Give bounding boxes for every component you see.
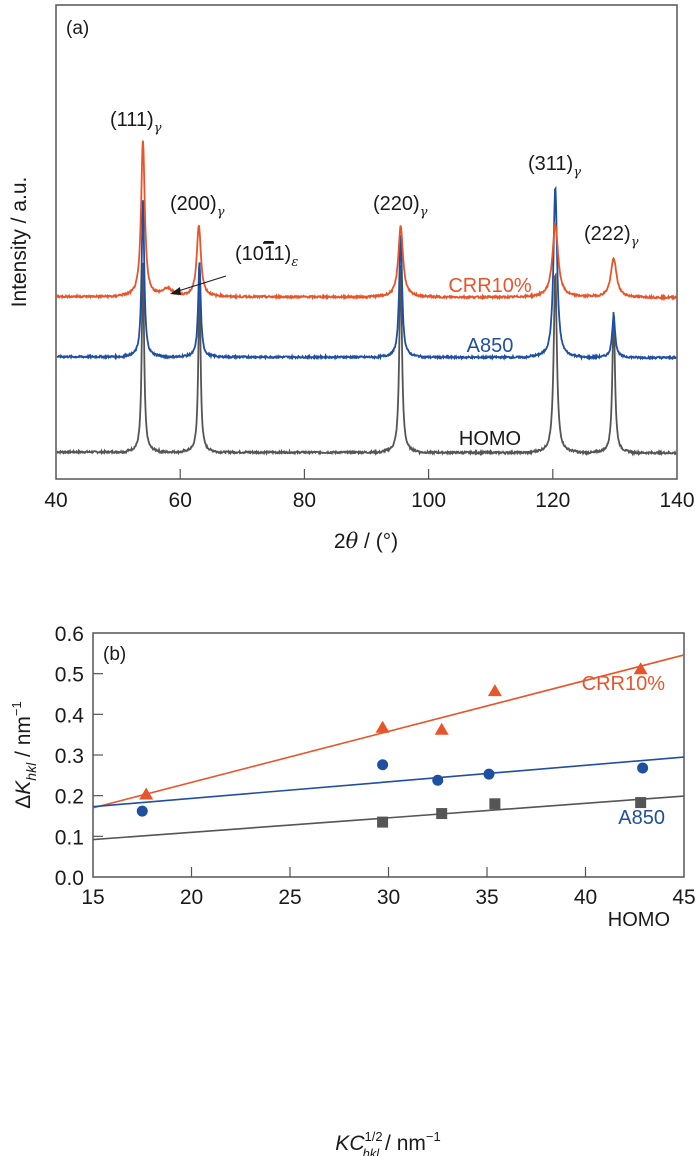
panel-a-annotations: (111)γ (200)γ (1011)ε (220)γ (311)γ (222)γ CRR… — [110, 109, 639, 450]
x-tick-label: 60 — [169, 489, 192, 512]
y-tick-label: 0.1 — [55, 826, 84, 849]
x-tick-label: 35 — [475, 886, 498, 909]
data-point-crr10pct — [434, 722, 449, 735]
x-tick-label: 140 — [659, 489, 694, 512]
data-point-homo — [377, 816, 389, 828]
data-point-a850 — [377, 759, 389, 771]
y-tick-label: 0.6 — [55, 623, 84, 646]
x-tick-label: 25 — [278, 886, 301, 909]
panel-a-label: (a) — [66, 18, 89, 39]
y-tick-label: 0.3 — [55, 745, 84, 768]
peak-annotation: (222)γ — [584, 223, 639, 250]
x-tick-label: 15 — [81, 886, 104, 909]
data-point-homo — [635, 797, 647, 809]
y-tick-label: 0.4 — [55, 704, 85, 727]
series-label-homo: HOMO — [459, 428, 521, 450]
annotation-arrowhead — [170, 287, 181, 295]
xrd-trace-homo — [56, 262, 677, 457]
x-tick-label: 120 — [535, 489, 570, 512]
panel-a-frame — [55, 4, 678, 480]
annotation-arrow-line — [174, 275, 227, 293]
x-tick-label: 30 — [377, 886, 400, 909]
data-point-crr10pct — [139, 787, 154, 800]
y-tick-label: 0.0 — [55, 867, 84, 890]
peak-annotation: (1011)ε — [235, 243, 298, 270]
panel-b-frame — [92, 632, 685, 878]
data-point-a850 — [136, 805, 148, 817]
x-tick-label: 40 — [574, 886, 597, 909]
data-point-homo — [489, 798, 501, 810]
panel-b-label: (b) — [103, 644, 126, 665]
data-point-crr10pct — [375, 720, 390, 733]
x-tick-label: 40 — [44, 489, 67, 512]
panel-a-y-axis-title: Intensity / a.u. — [8, 177, 31, 308]
peak-annotation: (200)γ — [170, 193, 225, 220]
series-label-crr10pct: CRR10% — [582, 673, 666, 695]
panel-b-series-labels: CRR10% A850 HOMO — [582, 673, 670, 931]
y-tick-label: 0.2 — [55, 786, 84, 809]
x-tick-label: 20 — [180, 886, 203, 909]
fit-line-a850 — [92, 756, 685, 808]
data-point-crr10pct — [487, 684, 502, 697]
fit-line-homo — [92, 795, 685, 841]
peak-annotation: (111)γ — [110, 109, 162, 136]
data-point-homo — [436, 808, 448, 820]
x-tick-label: 100 — [411, 489, 446, 512]
series-label-a850: A850 — [467, 335, 514, 357]
panel-b-williamson-hall: 15 20 25 30 35 40 45 0.0 0.1 0.2 0.3 0.4 0.5 0.6 CRR1… — [9, 623, 696, 1156]
panel-a-traces — [56, 140, 677, 457]
peak-annotation: (311)γ — [528, 153, 581, 180]
data-point-a850 — [483, 768, 495, 780]
panel-b-ticks: 15 20 25 30 35 40 45 0.0 0.1 0.2 0.3 0.4 0.5 0.6 — [55, 623, 696, 909]
series-label-crr10pct: CRR10% — [448, 275, 532, 297]
data-point-crr10pct — [633, 662, 648, 675]
panel-a-x-axis-title: 2θ / (°) — [334, 529, 398, 553]
data-point-a850 — [637, 762, 649, 774]
xrd-trace-crr10pct — [56, 140, 677, 302]
panel-b-x-axis-title: KC1/2 hkl / nm−1 — [335, 1129, 440, 1156]
panel-b-y-axis-title: ΔKhkl / nm−1 — [9, 701, 39, 808]
series-label-homo: HOMO — [608, 909, 670, 931]
series-label-a850: A850 — [618, 807, 665, 829]
x-tick-label: 45 — [672, 886, 695, 909]
peak-annotation: (220)γ — [373, 193, 428, 220]
y-tick-label: 0.5 — [55, 664, 84, 687]
panel-b-points — [136, 662, 649, 828]
panel-a-xrd: 40 60 80 100 120 140 (111)γ (200)γ (1011)ε (220)… — [8, 4, 695, 553]
x-tick-label: 80 — [293, 489, 316, 512]
xrd-trace-a850 — [57, 185, 677, 361]
data-point-a850 — [432, 774, 444, 786]
panel-a-x-ticks: 40 60 80 100 120 140 — [44, 469, 695, 512]
